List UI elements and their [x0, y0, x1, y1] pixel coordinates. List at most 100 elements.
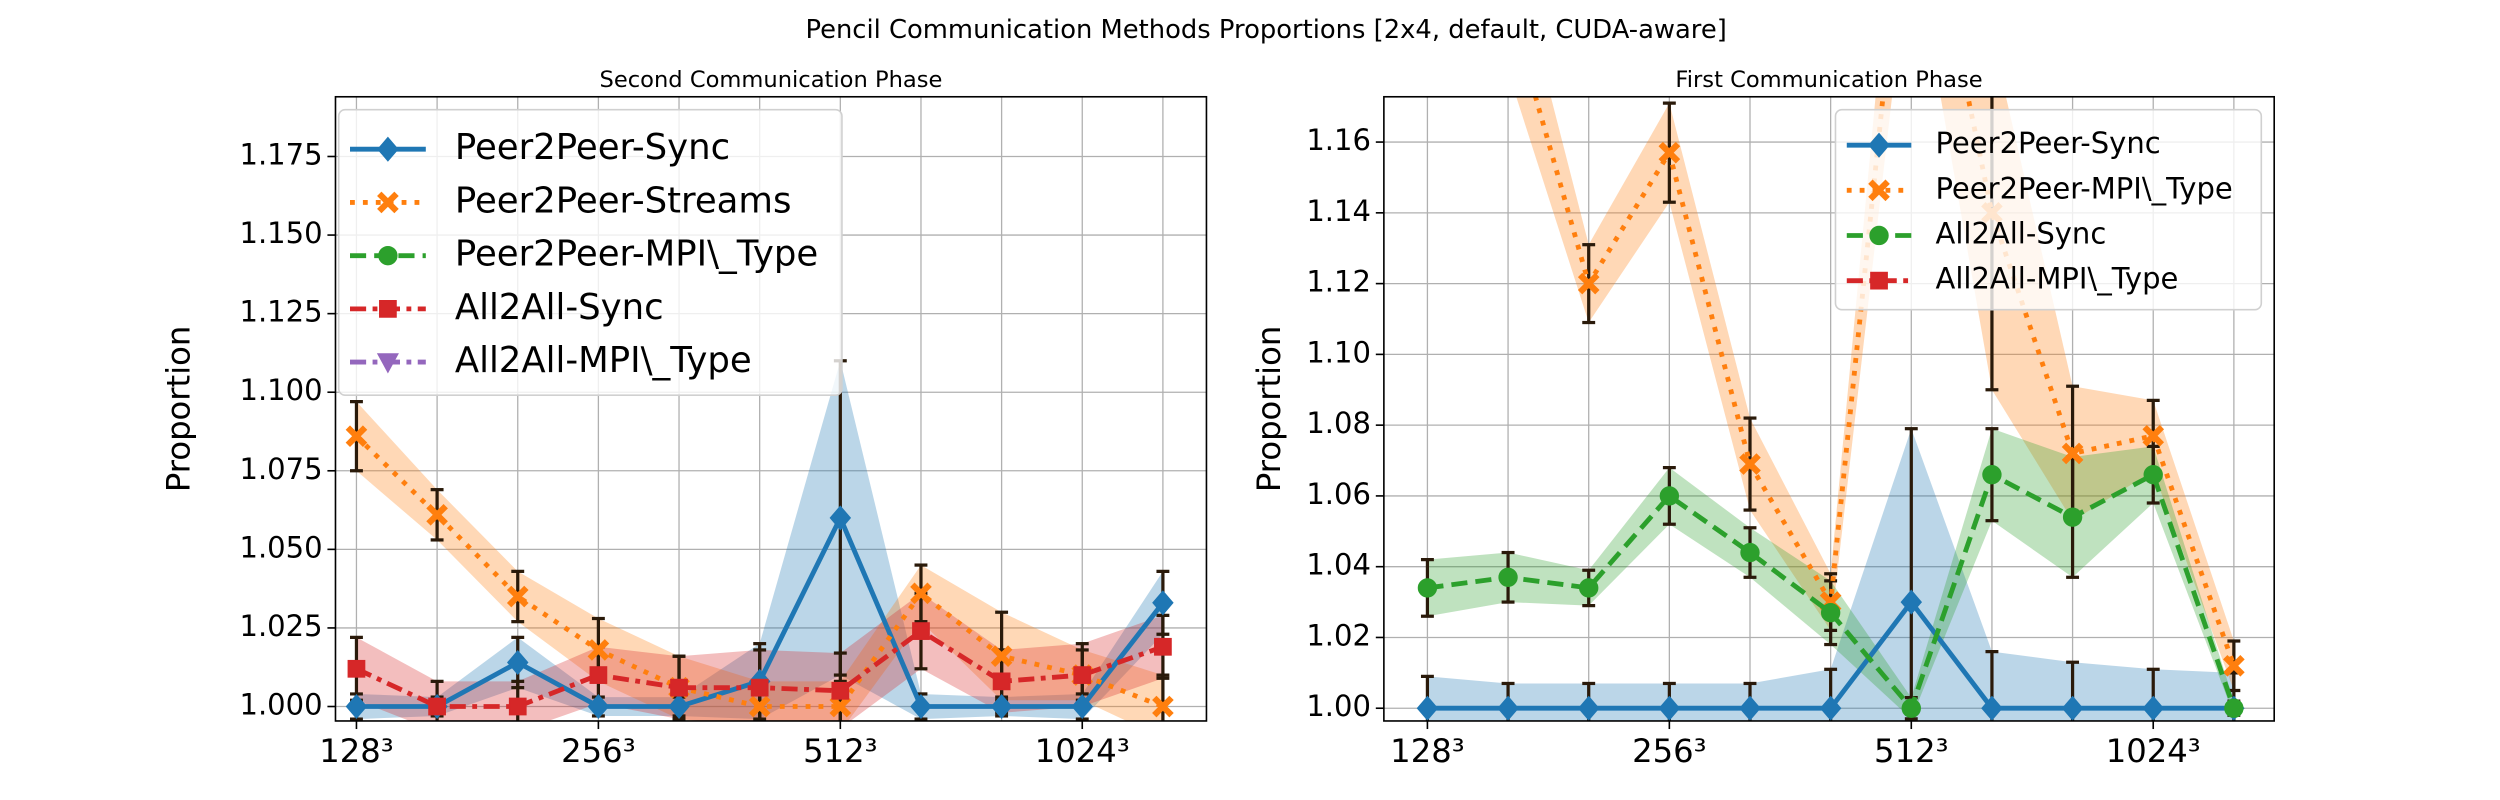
- error-band: [598, 618, 680, 720]
- legend-marker: [376, 353, 399, 374]
- error-band: [517, 571, 599, 682]
- legend-marker: [1869, 225, 1889, 246]
- y-tick-label: 1.125: [240, 295, 323, 329]
- subplot-title: Second Communication Phase: [600, 67, 943, 93]
- series-marker: [589, 666, 608, 684]
- series-marker: [829, 695, 852, 718]
- series-marker: [1417, 578, 1438, 598]
- subplot-title: First Communication Phase: [1675, 67, 1982, 93]
- series-marker: [1820, 603, 1841, 623]
- series-marker: [1658, 141, 1681, 164]
- y-tick-label: 1.100: [240, 373, 323, 407]
- error-band: [1427, 552, 1509, 617]
- series-marker: [829, 505, 852, 531]
- error-band: [2072, 386, 2154, 521]
- series-marker: [347, 659, 366, 678]
- series-marker: [1579, 578, 1599, 598]
- axes-frame: [334, 95, 1208, 722]
- legend-label: All2All-Sync: [455, 287, 664, 328]
- series-marker: [1658, 695, 1681, 721]
- error-band: [356, 401, 438, 540]
- legend-label: Peer2Peer-MPI\_Type: [1935, 171, 2232, 205]
- error-band: [1588, 467, 1670, 606]
- figure-title: Pencil Communication Methods Proportions…: [805, 15, 1726, 45]
- series-marker: [1819, 695, 1842, 721]
- legend-marker: [379, 300, 397, 318]
- series-marker: [1577, 695, 1600, 721]
- series-marker: [1982, 465, 2002, 485]
- legend-marker: [377, 191, 399, 214]
- x-tick-label: 256³: [561, 732, 635, 770]
- y-axis-label: Proportion: [1250, 326, 1288, 492]
- y-tick-label: 1.150: [240, 216, 323, 250]
- legend-marker: [377, 136, 399, 162]
- series-marker: [1498, 0, 1517, 10]
- series-marker: [2061, 442, 2084, 465]
- y-tick-label: 1.06: [1306, 477, 1371, 511]
- series-marker: [910, 582, 932, 605]
- legend-label: Peer2Peer-Streams: [455, 180, 792, 221]
- series-marker: [990, 645, 1013, 668]
- series-marker: [990, 693, 1013, 720]
- error-band: [1991, 428, 2073, 578]
- error-band: [1911, 428, 1992, 719]
- error-band: [1508, 683, 1589, 721]
- series-marker: [1497, 695, 1519, 721]
- series-marker: [1739, 453, 1761, 475]
- y-tick-label: 1.175: [240, 137, 323, 171]
- y-tick-label: 1.075: [240, 452, 323, 486]
- series-marker: [1577, 272, 1600, 295]
- series-marker: [992, 672, 1011, 691]
- series-marker: [2142, 424, 2165, 447]
- y-tick-label: 1.050: [240, 530, 323, 564]
- series-marker: [1901, 698, 1921, 718]
- error-band: [1588, 103, 1670, 323]
- y-tick-label: 1.00: [1306, 689, 1371, 723]
- error-band: [1508, 552, 1589, 606]
- error-band: [1669, 467, 1750, 578]
- series-marker: [1900, 589, 1923, 615]
- x-tick-label: 1024³: [2106, 732, 2201, 770]
- error-band: [1750, 527, 1831, 645]
- y-tick-label: 1.000: [240, 688, 323, 722]
- subplot: First Communication Phase Proportion 128³ 2…: [1250, 0, 2275, 770]
- error-band: [1669, 683, 1750, 721]
- legend-box: [1834, 108, 2263, 311]
- series-marker: [507, 649, 529, 676]
- error-band: [2153, 400, 2234, 691]
- error-band: [1911, 428, 1992, 721]
- series-marker: [1498, 567, 1518, 587]
- y-tick-label: 1.14: [1306, 194, 1371, 228]
- error-band: [1830, 428, 1912, 721]
- y-tick-label: 1.02: [1306, 618, 1371, 652]
- series-marker: [506, 585, 529, 608]
- error-band: [759, 360, 841, 720]
- x-tick-label: 128³: [319, 732, 393, 770]
- legend-marker: [1870, 271, 1888, 290]
- axes-frame: [1383, 95, 2275, 722]
- error-band: [1082, 649, 1163, 721]
- series-marker: [1981, 695, 2003, 721]
- legend-marker: [1868, 132, 1890, 158]
- series-marker: [1073, 666, 1092, 684]
- subplot: Second Communication Phase Proportion 128³…: [160, 67, 1208, 770]
- series-marker: [345, 693, 368, 720]
- series-marker: [1740, 542, 1760, 563]
- y-tick-label: 1.04: [1306, 548, 1371, 582]
- legend-label: Peer2Peer-MPI\_Type: [455, 234, 818, 275]
- legend-marker: [378, 245, 398, 266]
- series-marker: [1154, 637, 1172, 656]
- error-band: [1991, 651, 2073, 721]
- series-marker: [426, 503, 448, 526]
- legend-label: Peer2Peer-Sync: [455, 127, 730, 168]
- legend: Peer2Peer-Sync Peer2Peer-MPI\_Type All2All…: [1834, 108, 2263, 311]
- y-tick-label: 1.12: [1306, 265, 1371, 299]
- error-band: [759, 649, 841, 721]
- error-band: [840, 593, 921, 721]
- error-band: [920, 593, 1002, 713]
- error-band: [356, 637, 438, 721]
- y-axis-label: Proportion: [160, 326, 198, 492]
- series-marker: [1659, 486, 1680, 506]
- series-marker: [2224, 698, 2244, 718]
